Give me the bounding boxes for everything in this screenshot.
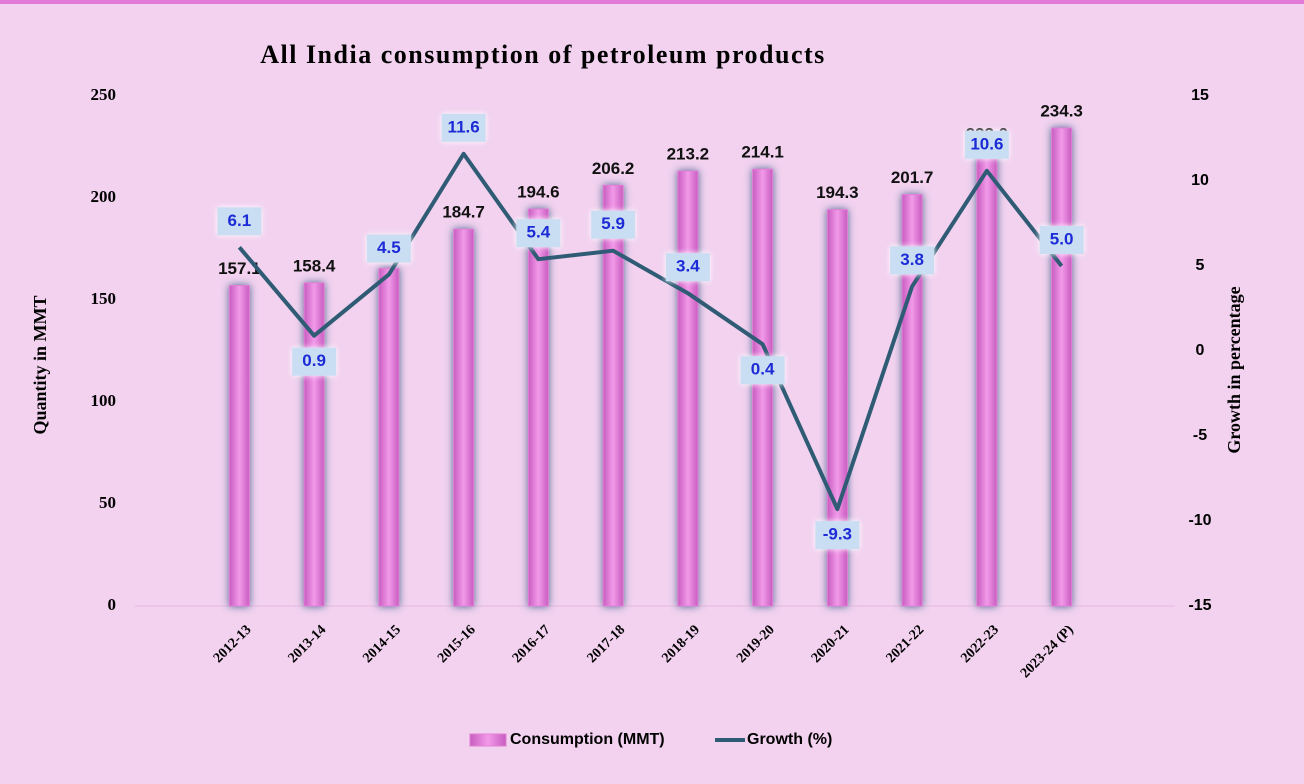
label-box bbox=[441, 113, 486, 142]
growth-value-label: 6.1 bbox=[217, 207, 262, 236]
x-tick-label: 2022-23 bbox=[958, 622, 1002, 666]
label-box bbox=[665, 253, 710, 282]
y-tick-label: 0 bbox=[108, 595, 117, 614]
growth-value-label: -9.3 bbox=[815, 521, 860, 550]
x-tick-label: 2023-24 (P) bbox=[1018, 622, 1077, 681]
label-box bbox=[740, 356, 785, 385]
label-text: 0.4 bbox=[751, 360, 775, 379]
bar-value-label: 206.2 bbox=[592, 159, 635, 178]
label-text: 0.9 bbox=[302, 351, 326, 370]
label-text: 5.9 bbox=[601, 214, 625, 233]
bar-value-label: 213.2 bbox=[667, 145, 710, 164]
label-text: 3.4 bbox=[676, 257, 700, 276]
growth-value-label: 3.4 bbox=[665, 253, 710, 282]
label-box bbox=[591, 210, 636, 239]
y2-tick-label: 15 bbox=[1191, 87, 1209, 104]
legend-label: Growth (%) bbox=[747, 731, 832, 748]
y-tick-label: 50 bbox=[99, 493, 116, 512]
y2-tick-label: -5 bbox=[1193, 427, 1207, 444]
chart-title: All India consumption of petroleum produ… bbox=[260, 40, 826, 69]
bar-value-label: 194.6 bbox=[517, 183, 560, 202]
y-tick-label: 100 bbox=[91, 391, 117, 410]
growth-line bbox=[237, 151, 1064, 512]
label-text: 4.5 bbox=[377, 238, 401, 257]
label-box bbox=[292, 347, 337, 376]
bar-value-label: 157.1 bbox=[218, 259, 261, 278]
x-tick-label: 2016-17 bbox=[510, 622, 554, 666]
bar-value-label: 194.3 bbox=[816, 183, 859, 202]
bar-value-label: 214.1 bbox=[741, 143, 784, 162]
bar bbox=[1051, 127, 1073, 607]
growth-value-label: 3.8 bbox=[890, 246, 935, 275]
growth-value-label: 5.9 bbox=[591, 210, 636, 239]
label-box bbox=[964, 130, 1009, 159]
bar bbox=[378, 267, 400, 607]
label-text: 5.4 bbox=[527, 223, 551, 242]
label-text: 10.6 bbox=[970, 134, 1003, 153]
label-text: 11.6 bbox=[448, 117, 480, 136]
bar bbox=[527, 208, 549, 607]
bar bbox=[453, 228, 475, 607]
growth-value-label: 11.6 bbox=[441, 113, 486, 142]
top-border bbox=[0, 0, 1304, 4]
legend: Consumption (MMT) Growth (%) bbox=[469, 731, 832, 748]
legend-label: Consumption (MMT) bbox=[510, 731, 665, 748]
y2-tick-label: -15 bbox=[1188, 597, 1211, 614]
label-text: 5.0 bbox=[1050, 229, 1074, 248]
x-tick-label: 2014-15 bbox=[360, 622, 404, 666]
label-box bbox=[1039, 226, 1084, 254]
growth-value-label: 0.9 bbox=[292, 347, 337, 376]
label-box bbox=[366, 234, 411, 263]
y2-tick-label: 0 bbox=[1196, 342, 1205, 359]
x-tick-label: 2021-22 bbox=[884, 622, 928, 666]
x-tick-label: 2015-16 bbox=[435, 622, 479, 666]
bar-value-label: 158.4 bbox=[293, 256, 336, 275]
bar-value-label: 234.3 bbox=[1040, 102, 1083, 121]
growth-value-label: 5.4 bbox=[516, 219, 561, 248]
bar bbox=[602, 184, 624, 607]
x-tick-label: 2012-13 bbox=[211, 622, 255, 666]
y-tick-label: 250 bbox=[91, 85, 117, 104]
x-tick-label: 2020-21 bbox=[809, 622, 853, 666]
y-tick-label: 200 bbox=[91, 187, 117, 206]
y2-axis-title: Growth in percentage bbox=[1224, 286, 1244, 453]
x-tick-label: 2013-14 bbox=[286, 622, 330, 666]
growth-value-label: 10.6 bbox=[964, 130, 1009, 159]
label-text: 3.8 bbox=[900, 250, 924, 269]
x-tick-label: 2018-19 bbox=[659, 622, 703, 666]
growth-value-label: 4.5 bbox=[366, 234, 411, 263]
y2-tick-label: 5 bbox=[1196, 257, 1205, 274]
bar-value-label: 201.7 bbox=[891, 168, 934, 187]
y2-tick-label: -10 bbox=[1188, 512, 1211, 529]
bar bbox=[677, 170, 699, 607]
label-text: 6.1 bbox=[228, 211, 252, 230]
bar bbox=[752, 168, 774, 607]
label-text: -9.3 bbox=[823, 525, 852, 544]
bar bbox=[826, 209, 848, 607]
y-axis-title: Quantity in MMT bbox=[30, 295, 50, 434]
label-box bbox=[217, 207, 262, 236]
growth-value-label: 0.4 bbox=[740, 356, 785, 385]
x-tick-label: 2017-18 bbox=[585, 622, 629, 666]
growth-value-label: 5.0 bbox=[1039, 226, 1084, 254]
legend-swatch bbox=[469, 733, 507, 747]
label-box bbox=[516, 219, 561, 248]
y-tick-label: 150 bbox=[91, 289, 117, 308]
bar bbox=[228, 285, 250, 607]
bar bbox=[976, 150, 998, 607]
label-box bbox=[890, 246, 935, 275]
y2-tick-label: 10 bbox=[1191, 172, 1209, 189]
bar-value-label: 184.7 bbox=[442, 203, 485, 222]
x-tick-label: 2019-20 bbox=[734, 622, 778, 666]
label-box bbox=[815, 521, 860, 550]
